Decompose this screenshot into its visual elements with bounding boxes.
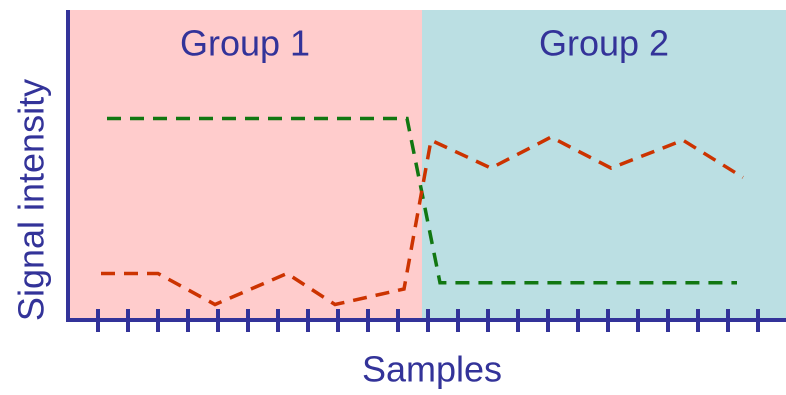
line-series xyxy=(107,116,737,285)
line-series xyxy=(101,135,744,307)
group-label: Group 2 xyxy=(539,23,669,64)
group-region xyxy=(68,10,422,320)
x-axis-label: Samples xyxy=(362,349,502,390)
y-axis-label: Signal intensity xyxy=(11,79,52,321)
group-label: Group 1 xyxy=(180,23,310,64)
